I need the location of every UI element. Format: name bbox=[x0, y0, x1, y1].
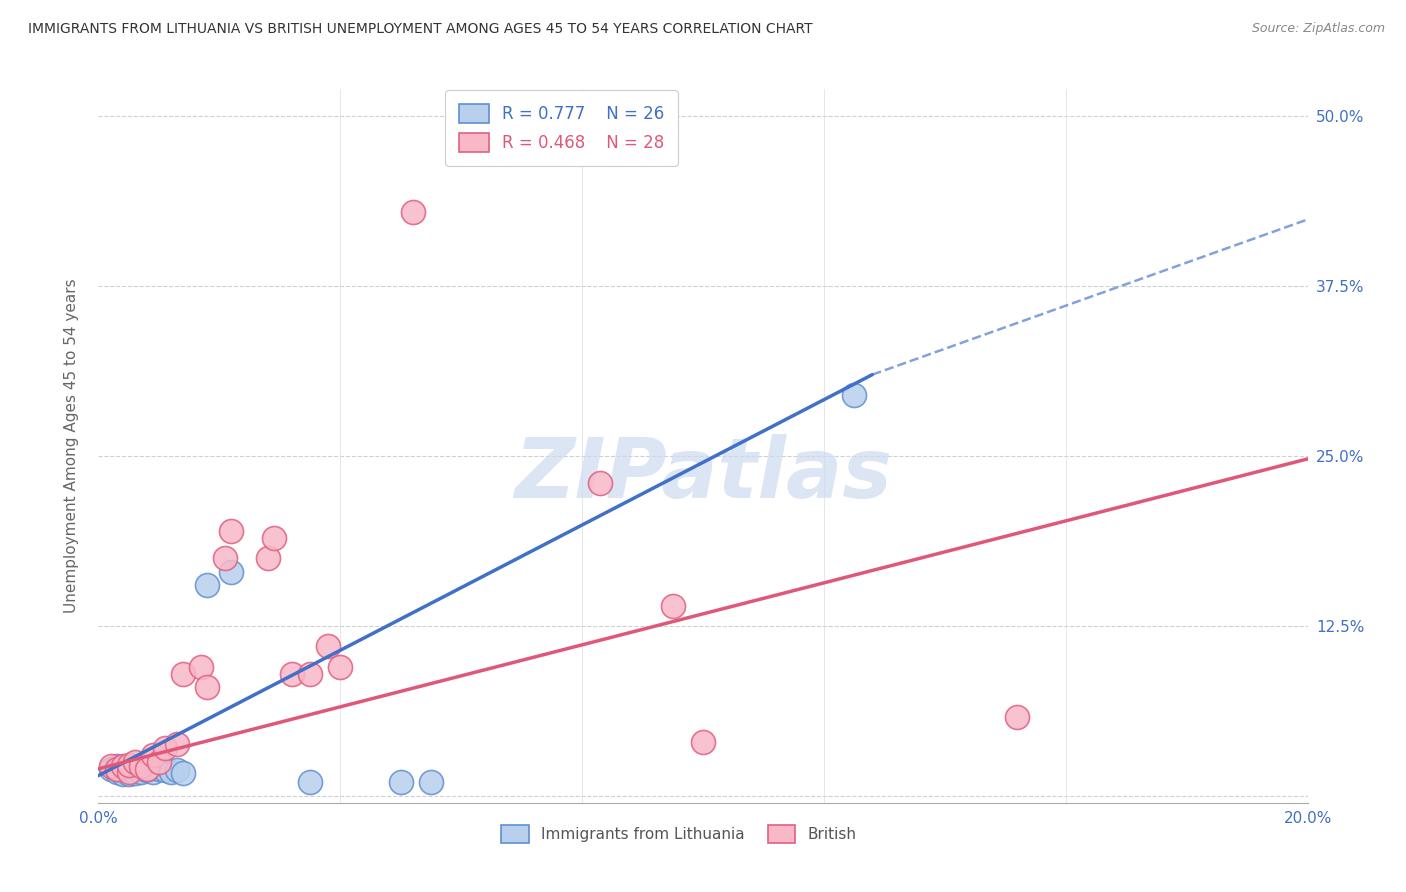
Point bbox=[142, 764, 165, 779]
Point bbox=[263, 531, 285, 545]
Point bbox=[389, 775, 412, 789]
Point bbox=[195, 680, 218, 694]
Point bbox=[142, 748, 165, 763]
Point bbox=[118, 763, 141, 777]
Point bbox=[124, 762, 146, 776]
Point bbox=[589, 476, 612, 491]
Point bbox=[129, 759, 152, 773]
Point bbox=[129, 762, 152, 776]
Text: ZIPatlas: ZIPatlas bbox=[515, 434, 891, 515]
Point bbox=[105, 759, 128, 773]
Point bbox=[118, 764, 141, 779]
Point bbox=[111, 762, 134, 776]
Point bbox=[105, 762, 128, 776]
Point bbox=[190, 660, 212, 674]
Point bbox=[148, 762, 170, 776]
Point bbox=[160, 764, 183, 779]
Text: IMMIGRANTS FROM LITHUANIA VS BRITISH UNEMPLOYMENT AMONG AGES 45 TO 54 YEARS CORR: IMMIGRANTS FROM LITHUANIA VS BRITISH UNE… bbox=[28, 22, 813, 37]
Point bbox=[129, 764, 152, 779]
Point bbox=[692, 734, 714, 748]
Point bbox=[221, 524, 243, 538]
Point bbox=[420, 775, 443, 789]
Point bbox=[135, 762, 157, 776]
Point bbox=[105, 762, 128, 776]
Point bbox=[299, 666, 322, 681]
Point bbox=[124, 765, 146, 780]
Point bbox=[172, 765, 194, 780]
Legend: Immigrants from Lithuania, British: Immigrants from Lithuania, British bbox=[495, 819, 862, 848]
Point bbox=[153, 763, 176, 777]
Point bbox=[299, 775, 322, 789]
Y-axis label: Unemployment Among Ages 45 to 54 years: Unemployment Among Ages 45 to 54 years bbox=[65, 278, 79, 614]
Point bbox=[111, 759, 134, 773]
Point bbox=[111, 767, 134, 781]
Text: Source: ZipAtlas.com: Source: ZipAtlas.com bbox=[1251, 22, 1385, 36]
Point bbox=[135, 762, 157, 776]
Point bbox=[105, 764, 128, 779]
Point bbox=[281, 666, 304, 681]
Point bbox=[118, 757, 141, 772]
Point bbox=[166, 737, 188, 751]
Point bbox=[402, 204, 425, 219]
Point bbox=[135, 763, 157, 777]
Point bbox=[256, 551, 278, 566]
Point bbox=[148, 755, 170, 769]
Point bbox=[329, 660, 352, 674]
Point bbox=[100, 762, 122, 776]
Point bbox=[316, 640, 339, 654]
Point bbox=[118, 767, 141, 781]
Point bbox=[214, 551, 236, 566]
Point bbox=[1007, 710, 1029, 724]
Point bbox=[844, 388, 866, 402]
Point bbox=[153, 741, 176, 756]
Point bbox=[172, 666, 194, 681]
Point bbox=[221, 565, 243, 579]
Point bbox=[661, 599, 683, 613]
Point bbox=[100, 759, 122, 773]
Point bbox=[166, 763, 188, 777]
Point bbox=[124, 755, 146, 769]
Point bbox=[195, 578, 218, 592]
